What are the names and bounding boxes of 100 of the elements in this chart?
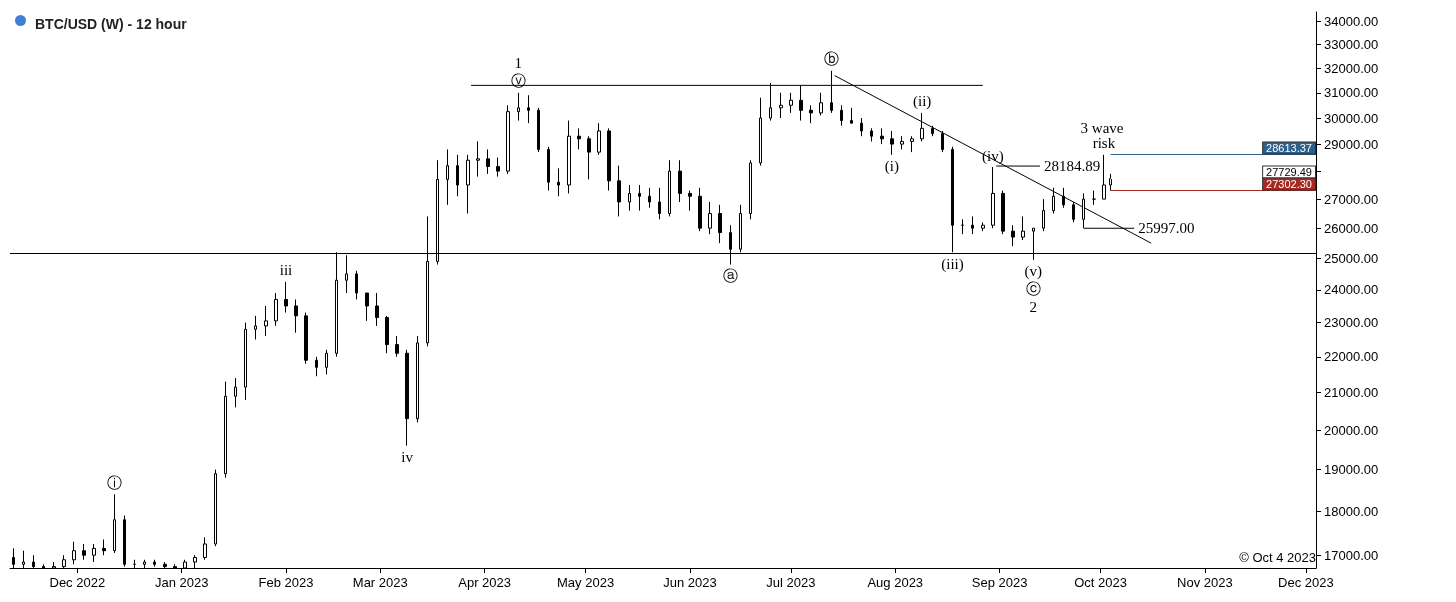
candlestick	[678, 159, 682, 203]
candlestick	[607, 127, 611, 192]
candlestick	[557, 167, 560, 197]
candlestick	[597, 122, 601, 156]
candlestick	[496, 157, 500, 178]
y-tick-label: 34000.00	[1324, 14, 1379, 30]
annotation: ⓑ	[823, 51, 839, 68]
y-tick-label: 25000.00	[1324, 250, 1379, 266]
candlestick	[779, 92, 783, 119]
annotation: 28184.89	[1043, 158, 1101, 175]
candlestick	[789, 92, 793, 114]
x-tick-label: Jan 2023	[154, 575, 209, 590]
candlestick	[244, 322, 247, 401]
candlestick	[840, 104, 843, 127]
x-tick-label: Feb 2023	[258, 575, 314, 590]
candlestick	[648, 187, 651, 209]
annotation: ⓒ	[1025, 281, 1041, 298]
candlestick	[395, 335, 399, 358]
candlestick	[587, 135, 591, 180]
candlestick	[365, 292, 369, 322]
candlestick	[870, 127, 873, 142]
candlestick	[1011, 224, 1015, 247]
candlestick	[486, 148, 490, 175]
candlestick	[900, 135, 904, 150]
candlestick	[1092, 190, 1096, 206]
chart-title: BTC/USD (W) - 12 hour	[35, 16, 188, 32]
annotation: (i)	[884, 158, 899, 176]
candlestick	[405, 349, 409, 447]
candlestick	[476, 140, 480, 178]
candlestick	[941, 130, 944, 153]
candlestick	[860, 117, 863, 137]
candlestick	[234, 377, 237, 408]
y-tick-label: 27000.00	[1324, 191, 1379, 207]
ref-line-label: 27729.49	[1266, 166, 1312, 179]
annotation: (iv)	[982, 147, 1004, 165]
candlestick	[446, 148, 449, 206]
candlestick	[931, 125, 934, 137]
x-tick-label: Dec 2023	[1278, 575, 1334, 590]
y-tick-label: 17000.00	[1324, 547, 1379, 563]
candlestick	[506, 104, 510, 175]
candlestick	[527, 94, 530, 124]
annotation: © Oct 4 2023	[1239, 550, 1317, 565]
annotation: (v)	[1024, 263, 1043, 281]
candlestick	[981, 221, 985, 232]
y-tick-label: 29000.00	[1324, 136, 1379, 152]
annotation: ⓘ	[106, 474, 122, 491]
candlestick	[698, 187, 702, 232]
candlestick	[628, 184, 631, 212]
annotation: iii	[279, 262, 293, 279]
candlestick	[718, 204, 722, 244]
y-tick-label: 21000.00	[1324, 385, 1379, 401]
candlestick	[254, 315, 257, 340]
y-tick-label: 33000.00	[1324, 37, 1379, 53]
candlestick	[274, 292, 278, 327]
candlestick	[638, 184, 641, 212]
candlestick	[385, 315, 389, 354]
y-tick-label: 22000.00	[1324, 349, 1379, 365]
x-tick-label: May 2023	[557, 575, 615, 590]
candlestick	[880, 127, 884, 145]
candlestick	[961, 218, 964, 235]
candlestick	[890, 130, 894, 156]
annotation: ⓐ	[722, 268, 738, 285]
annotation: 1	[514, 55, 523, 72]
candlestick	[617, 165, 621, 217]
candlestick	[850, 107, 853, 124]
candlestick	[910, 135, 914, 153]
annotation: (ii)	[913, 93, 932, 111]
candlestick	[203, 536, 207, 561]
candlestick	[1021, 215, 1025, 241]
annotation: (iii)	[941, 255, 964, 273]
y-tick-label: 30000.00	[1324, 110, 1379, 126]
x-tick-label: Oct 2023	[1074, 575, 1127, 590]
candlestick	[517, 92, 520, 122]
candlestick	[920, 112, 924, 142]
candlestick	[688, 190, 692, 212]
candlestick	[991, 166, 995, 229]
candlestick	[72, 541, 76, 565]
candlestick	[113, 493, 116, 554]
candlestick	[577, 127, 581, 150]
candlestick	[325, 349, 328, 375]
candlestick	[315, 356, 318, 377]
candlestick	[749, 159, 752, 220]
candlestick	[102, 539, 106, 556]
candlestick	[1042, 198, 1045, 232]
y-tick-label: 32000.00	[1324, 60, 1379, 76]
x-tick-label: Nov 2023	[1177, 575, 1233, 590]
y-tick-label: 26000.00	[1324, 220, 1379, 236]
x-tick-label: Jul 2023	[766, 575, 816, 590]
candlestick	[466, 154, 470, 215]
candlestick	[82, 543, 86, 561]
candlestick	[971, 215, 974, 235]
x-tick-label: Dec 2022	[49, 575, 106, 590]
candlestick	[819, 92, 823, 116]
candlestick	[759, 97, 762, 167]
candlestick	[658, 187, 661, 220]
ref-line-label: 27302.30	[1266, 178, 1312, 191]
candlestick	[214, 469, 217, 547]
candlestick	[1102, 154, 1106, 200]
candlestick	[355, 270, 358, 300]
y-tick-label: 18000.00	[1324, 503, 1379, 519]
